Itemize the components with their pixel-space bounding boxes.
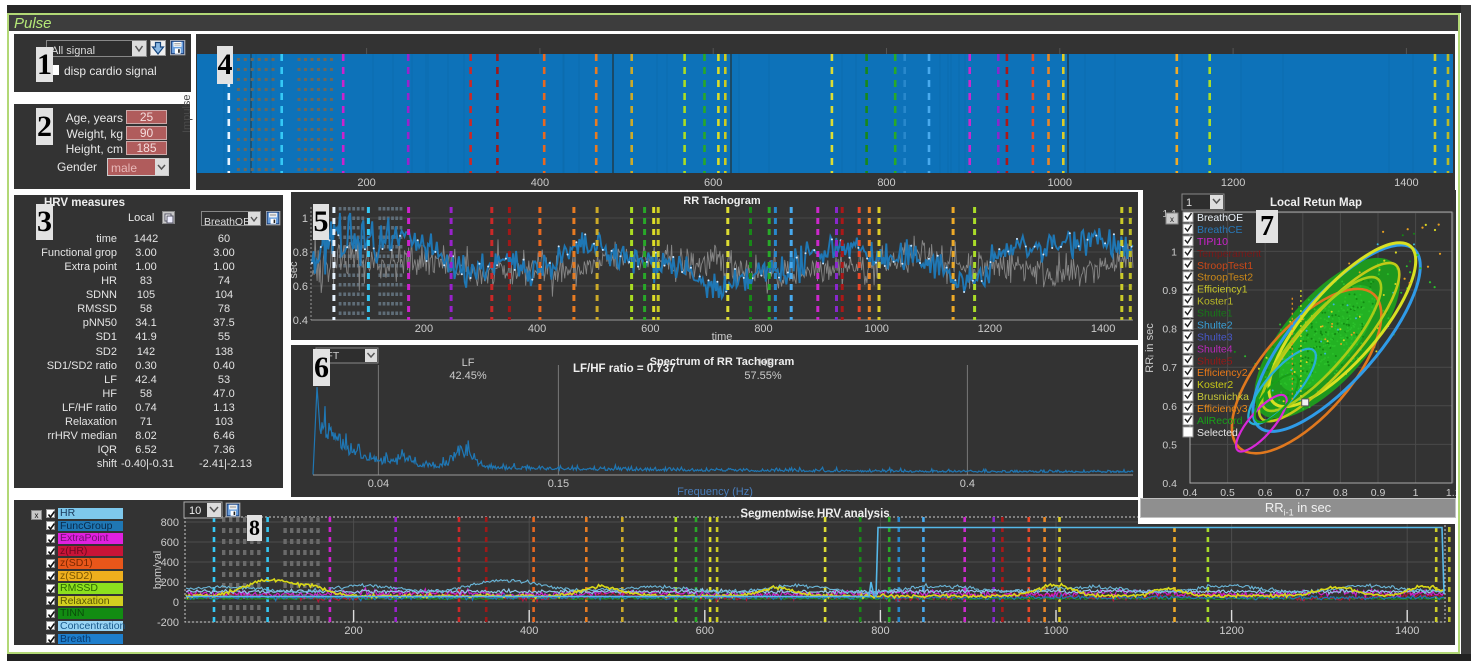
svg-text:0.8: 0.8 [1333,487,1348,499]
svg-text:1400: 1400 [1091,323,1115,335]
svg-text:0.5: 0.5 [1162,439,1177,451]
svg-text:1: 1 [1171,246,1177,258]
svg-text:1400: 1400 [1394,177,1418,189]
svg-text:BreathOE: BreathOE [1197,212,1243,224]
svg-text:800: 800 [871,625,889,637]
svg-text:1200: 1200 [978,323,1002,335]
svg-text:200: 200 [161,577,179,589]
svg-text:Koster1: Koster1 [1197,296,1233,308]
svg-text:Shulte3: Shulte3 [1197,331,1233,343]
svg-text:0.8: 0.8 [1162,324,1177,336]
svg-text:RR Tachogram: RR Tachogram [683,195,761,207]
svg-text:AllRecord: AllRecord [1197,415,1243,427]
svg-text:Temperament: Temperament [1197,248,1261,260]
svg-text:Selected: Selected [1197,427,1238,439]
svg-text:bpm/val: bpm/val [152,551,164,590]
svg-text:42.45%: 42.45% [449,370,487,382]
svg-text:1200: 1200 [1219,625,1243,637]
svg-text:1400: 1400 [1395,625,1419,637]
svg-text:600: 600 [704,177,722,189]
svg-text:TIPI10: TIPI10 [1197,236,1228,248]
svg-text:0.6: 0.6 [293,281,308,293]
svg-text:StroopTest2: StroopTest2 [1197,272,1253,284]
svg-text:0.6: 0.6 [1258,487,1273,499]
svg-text:400: 400 [531,177,549,189]
svg-text:BreathCE: BreathCE [1197,224,1243,236]
svg-text:0.5: 0.5 [1220,487,1235,499]
svg-text:0.4: 0.4 [960,478,975,490]
svg-text:Segmentwise HRV analysis: Segmentwise HRV analysis [740,508,889,520]
svg-text:Local Retun Map: Local Retun Map [1270,197,1362,209]
svg-text:600: 600 [161,537,179,549]
svg-text:0.4: 0.4 [1162,478,1177,490]
svg-text:200: 200 [344,625,362,637]
svg-text:HF: HF [759,357,774,369]
svg-text:Spectrum of RR Tachogram: Spectrum of RR Tachogram [650,356,795,368]
svg-text:400: 400 [161,557,179,569]
svg-text:0.4: 0.4 [1183,487,1198,499]
svg-text:1000: 1000 [864,323,888,335]
svg-text:0.9: 0.9 [1371,487,1386,499]
svg-text:1000: 1000 [1048,177,1072,189]
svg-text:800: 800 [161,517,179,529]
svg-text:200: 200 [357,177,375,189]
svg-text:Brusnichka: Brusnichka [1197,391,1249,403]
svg-text:RRᵢ in sec: RRᵢ in sec [1144,323,1156,373]
svg-text:Shulte2: Shulte2 [1197,320,1233,332]
svg-text:400: 400 [520,625,538,637]
svg-text:200: 200 [415,323,433,335]
svg-text:800: 800 [754,323,772,335]
svg-text:1000: 1000 [1044,625,1068,637]
svg-text:Shulte4: Shulte4 [1197,343,1233,355]
svg-text:Shulte1: Shulte1 [1197,308,1233,320]
svg-text:LF/HF ratio = 0.737: LF/HF ratio = 0.737 [573,363,676,375]
svg-text:1.1: 1.1 [1446,487,1456,499]
svg-text:Koster2: Koster2 [1197,379,1233,391]
svg-text:Efficiency3: Efficiency3 [1197,403,1248,415]
svg-text:57.55%: 57.55% [744,370,782,382]
svg-text:1200: 1200 [1221,177,1245,189]
svg-text:1: 1 [1413,487,1419,499]
svg-text:0.9: 0.9 [1162,285,1177,297]
svg-text:Efficiency2: Efficiency2 [1197,367,1248,379]
svg-text:1: 1 [302,213,308,225]
svg-text:Frequency (Hz): Frequency (Hz) [677,486,753,497]
svg-text:x: x [1170,215,1174,224]
svg-text:0.6: 0.6 [1162,401,1177,413]
svg-text:sec: sec [291,261,300,279]
svg-text:800: 800 [877,177,895,189]
svg-text:Shulte5: Shulte5 [1197,355,1233,367]
svg-text:Efficiency1: Efficiency1 [1197,284,1248,296]
svg-text:0.8: 0.8 [293,247,308,259]
svg-text:time: time [712,331,733,340]
svg-text:-200: -200 [157,617,179,629]
svg-text:0: 0 [173,597,179,609]
svg-text:0.04: 0.04 [368,478,389,490]
svg-text:LF: LF [462,357,475,369]
svg-text:1: 1 [1186,197,1192,209]
svg-text:0.15: 0.15 [548,478,569,490]
svg-text:0.7: 0.7 [1295,487,1310,499]
svg-text:400: 400 [528,323,546,335]
svg-text:600: 600 [641,323,659,335]
svg-text:10: 10 [189,505,201,517]
svg-text:StroopTest1: StroopTest1 [1197,260,1253,272]
svg-text:0.7: 0.7 [1162,362,1177,374]
svg-text:600: 600 [696,625,714,637]
svg-text:0.4: 0.4 [293,315,308,327]
